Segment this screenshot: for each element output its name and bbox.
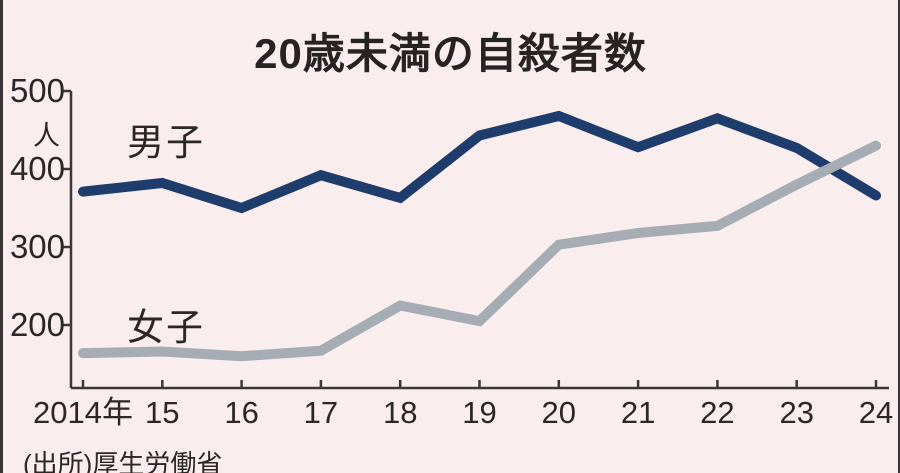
- chart-title: 20歳未満の自殺者数: [254, 30, 647, 77]
- series-line-boys: [78, 110, 881, 214]
- x-axis-tick-label-22: 22: [700, 395, 734, 430]
- series-label-girls: 女子: [127, 307, 205, 348]
- series-line-girls: [78, 140, 881, 362]
- y-axis-tick-label-500: 500: [10, 72, 65, 109]
- y-axis-unit-label: 人: [33, 121, 60, 151]
- x-axis-tick-label-15: 15: [145, 395, 179, 430]
- x-axis-tick-label-19: 19: [462, 395, 496, 430]
- x-axis-tick-label-23: 23: [779, 395, 813, 430]
- x-axis-tick-label-21: 21: [621, 395, 655, 430]
- y-axis-tick-label-300: 300: [10, 228, 65, 265]
- x-axis-tick-label-18: 18: [383, 395, 417, 430]
- x-axis-tick-label-24: 24: [859, 395, 893, 430]
- y-axis-tick-label-200: 200: [10, 306, 65, 343]
- x-axis-tick-label-16: 16: [224, 395, 258, 430]
- line-chart-canvas: 500 400 300 200 2014年 15 16 17 18 19 20 21 22 23 24: [10, 72, 893, 430]
- source-note: (出所)厚生労働省: [23, 449, 223, 473]
- x-axis-tick-label-17: 17: [304, 395, 338, 430]
- y-axis-tick-label-400: 400: [10, 150, 65, 187]
- x-axis-tick-label-2014年: 2014年: [33, 395, 133, 430]
- x-axis-tick-label-20: 20: [542, 395, 576, 430]
- series-label-boys: 男子: [127, 122, 205, 163]
